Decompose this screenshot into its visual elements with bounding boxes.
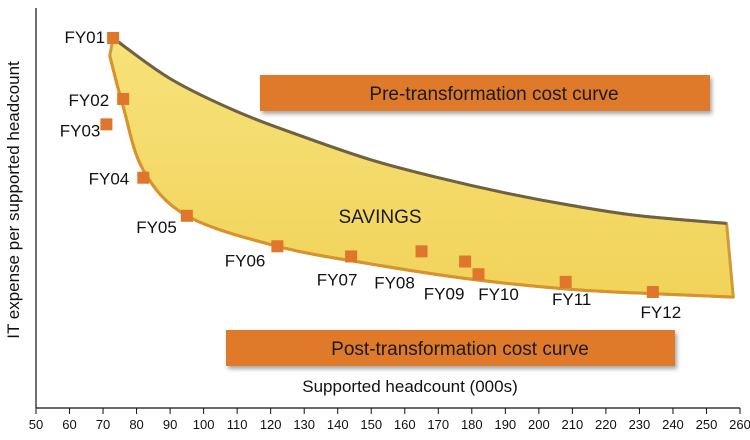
x-tick-label: 90 (163, 417, 177, 432)
x-tick-label: 150 (360, 417, 382, 432)
data-point-label: FY04 (89, 170, 130, 189)
data-point-label: FY02 (69, 91, 110, 110)
x-tick-label: 140 (327, 417, 349, 432)
post-transformation-banner: Post-transformation cost curve (226, 330, 675, 366)
x-tick-label: 250 (696, 417, 718, 432)
data-point-label: FY09 (424, 285, 465, 304)
x-tick-label: 60 (62, 417, 76, 432)
data-point-marker (137, 171, 150, 184)
data-point-marker (180, 209, 193, 222)
data-point-marker (472, 268, 485, 281)
data-point-marker (100, 118, 113, 131)
x-tick-label: 160 (394, 417, 416, 432)
x-tick-label: 180 (461, 417, 483, 432)
data-point-label: FY08 (374, 273, 415, 292)
x-axis-title: Supported headcount (000s) (302, 377, 518, 396)
y-axis-title: IT expense per supported headcount (4, 61, 23, 339)
x-tick-label: 80 (129, 417, 143, 432)
x-tick-label: 190 (494, 417, 516, 432)
data-point-label: FY05 (136, 218, 177, 237)
x-tick-label: 50 (29, 417, 43, 432)
x-tick-label: 100 (193, 417, 215, 432)
x-tick-label: 200 (528, 417, 550, 432)
x-tick-label: 120 (260, 417, 282, 432)
data-point-marker (415, 245, 428, 258)
data-points: FY01 FY02 FY03 FY04 FY05 FY06 FY07 FY08 FY09 FY10… (60, 28, 681, 322)
post-transformation-label: Post-transformation cost curve (331, 339, 589, 360)
data-point-marker (345, 250, 358, 263)
data-point-label: FY10 (478, 285, 519, 304)
x-tick-label: 210 (562, 417, 584, 432)
data-point-marker (117, 92, 130, 105)
savings-label: SAVINGS (338, 207, 421, 228)
x-tick-label: 170 (427, 417, 449, 432)
x-tick-label: 130 (293, 417, 315, 432)
data-point-label: FY11 (552, 290, 591, 309)
data-point-marker (107, 32, 120, 44)
data-point-label: FY07 (317, 270, 358, 289)
x-tick-label: 110 (227, 417, 248, 432)
data-point-marker (271, 240, 284, 253)
data-point-label: FY12 (641, 303, 682, 322)
pre-transformation-label: Pre-transformation cost curve (369, 84, 618, 105)
data-point-label: FY06 (225, 251, 266, 270)
x-tick-label: 220 (595, 417, 617, 432)
data-point-label: FY01 (64, 28, 105, 47)
data-point-marker (459, 255, 472, 268)
pre-transformation-banner: Pre-transformation cost curve (260, 75, 710, 111)
x-axis-ticks: 50 60 70 80 90 100 110 120 130 140 150 160 170 180 190… (29, 408, 750, 432)
x-tick-label: 230 (629, 417, 651, 432)
data-point-label: FY03 (60, 121, 101, 140)
data-point-marker (559, 275, 572, 288)
pre-transformation-curve (112, 36, 727, 225)
x-tick-label: 70 (96, 417, 110, 432)
x-tick-label: 260 (729, 417, 750, 432)
x-tick-label: 240 (662, 417, 684, 432)
data-point-marker (646, 286, 659, 298)
